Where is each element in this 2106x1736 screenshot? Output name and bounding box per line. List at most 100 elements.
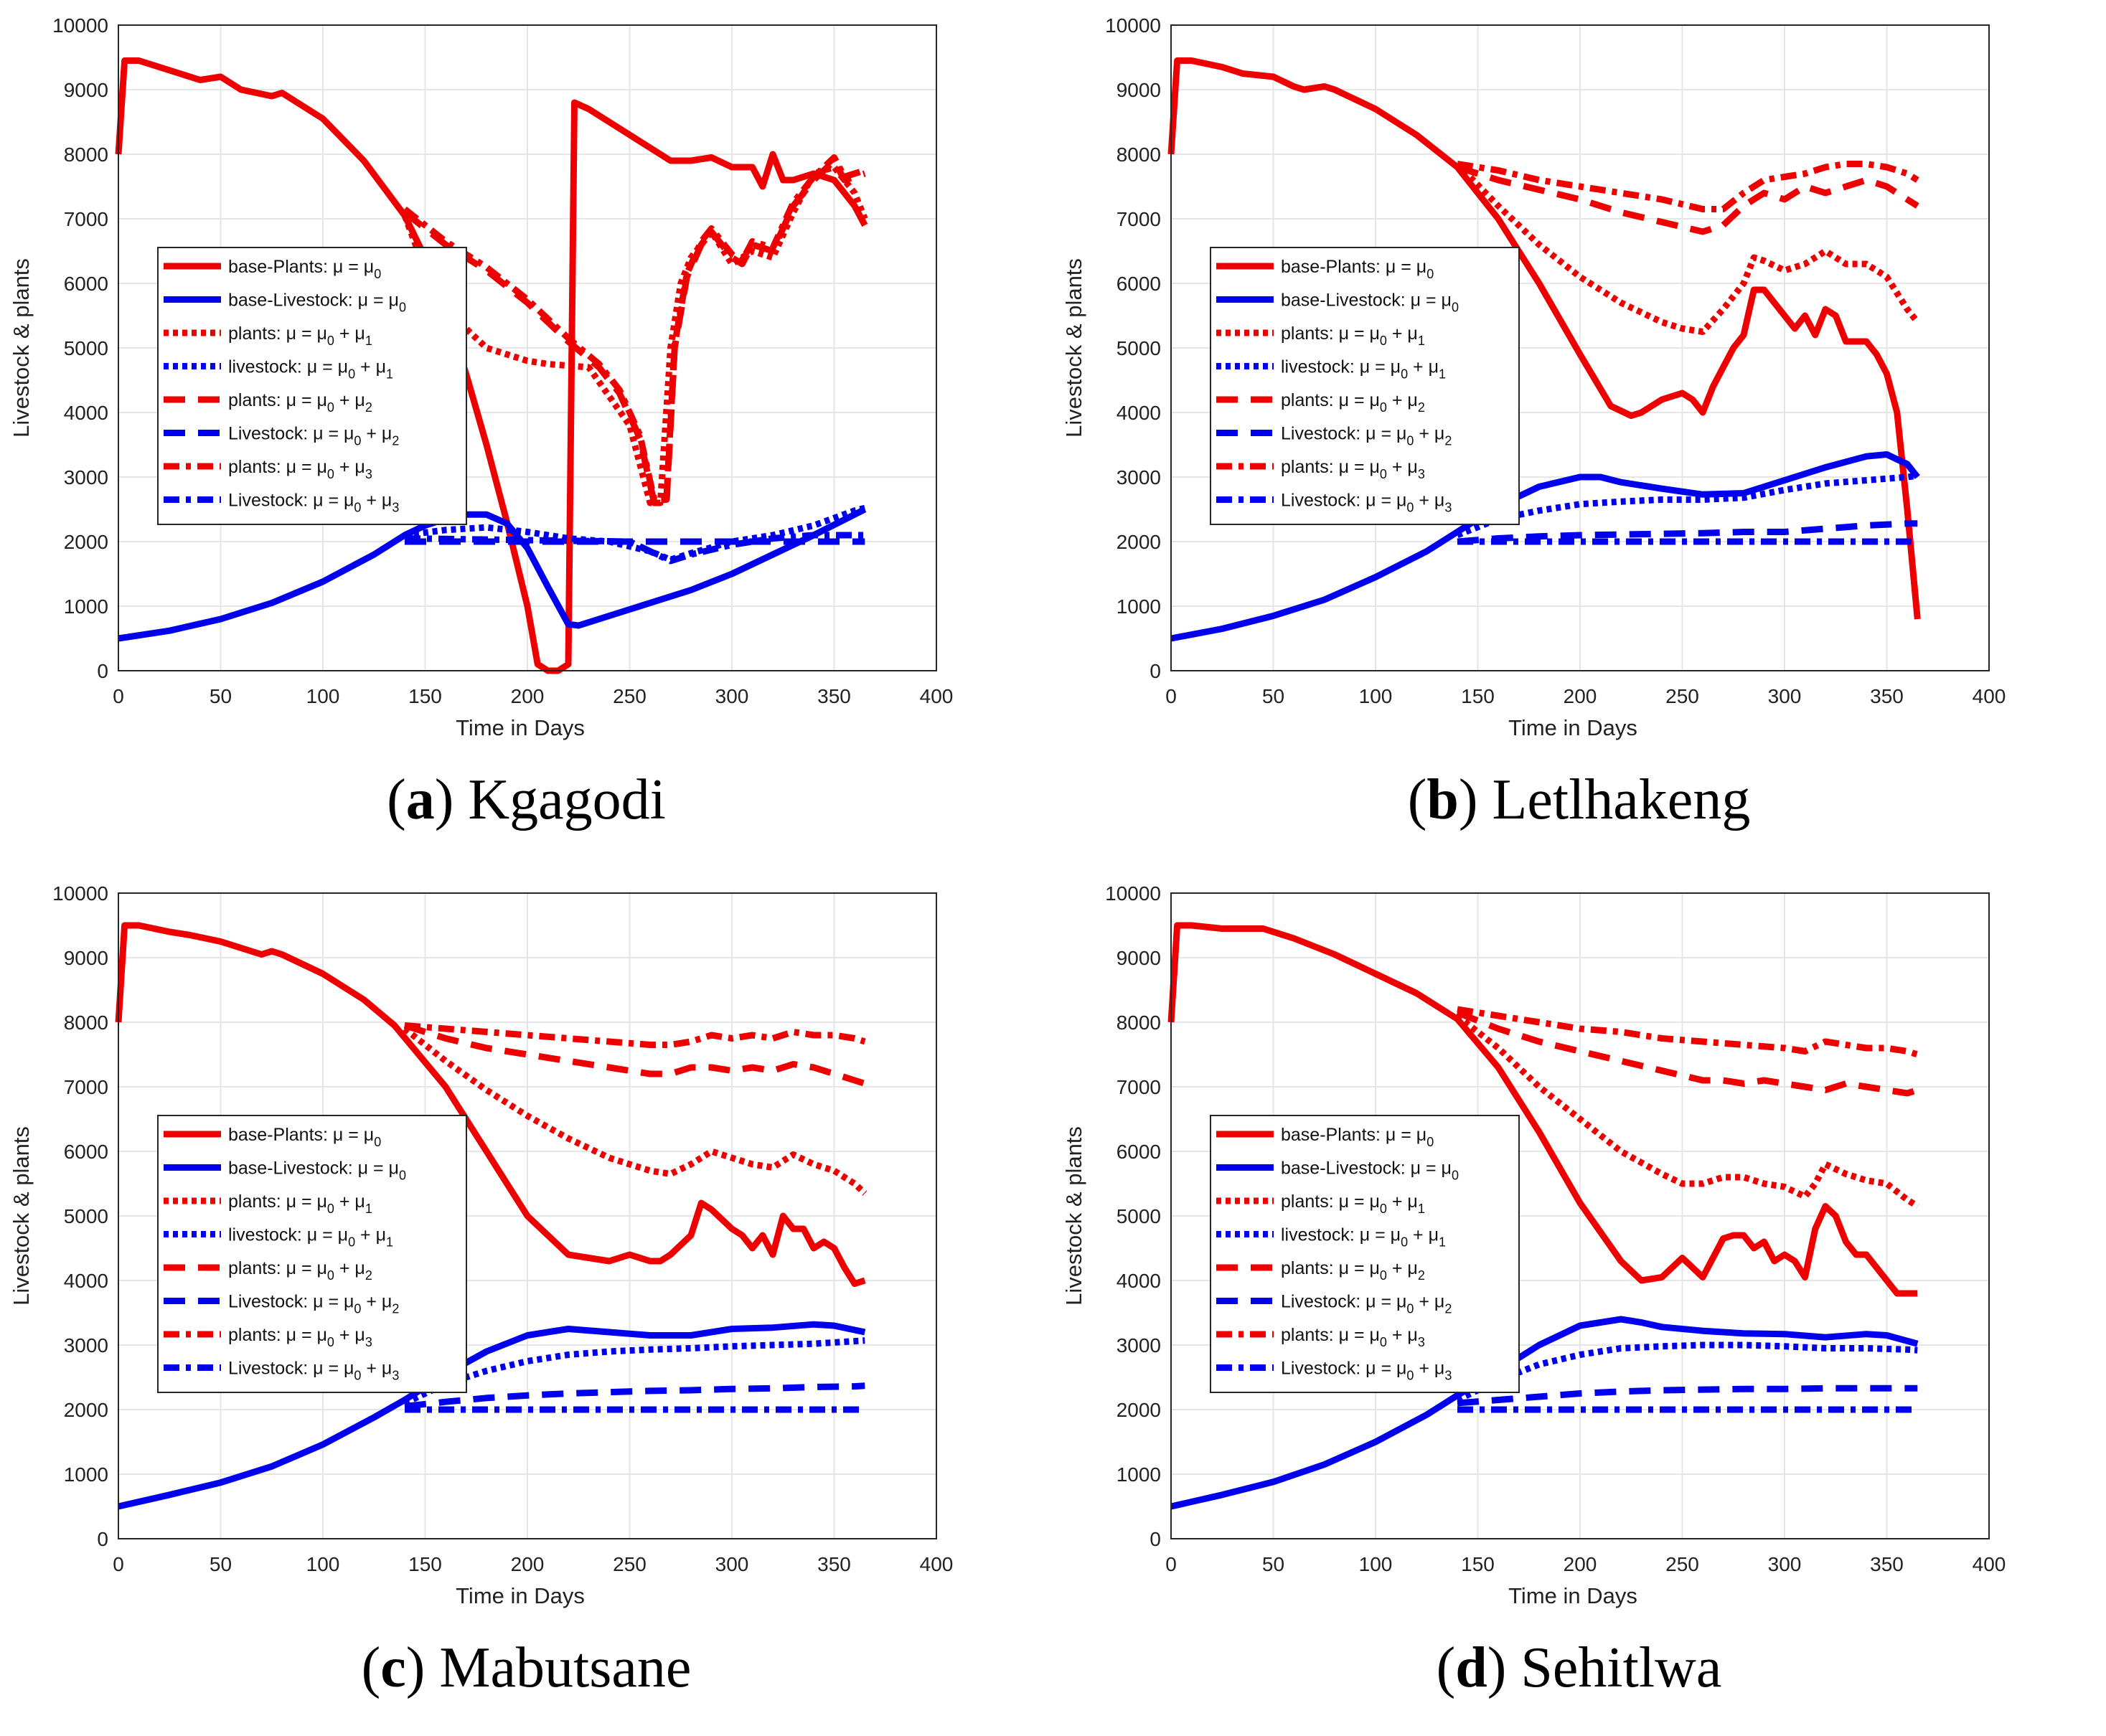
- legend-box: [1210, 247, 1520, 525]
- legend-subscript: 0: [1380, 1335, 1387, 1349]
- legend-subscript: 0: [1406, 434, 1414, 448]
- x-tick-label: 400: [920, 685, 954, 707]
- y-tick-label: 3000: [1117, 466, 1161, 489]
- legend-text: Livestock: μ = μ: [1281, 1292, 1406, 1312]
- legend-text: livestock: μ = μ: [1281, 357, 1401, 377]
- y-tick-label: 0: [1150, 660, 1161, 682]
- series-line-7: [1457, 1006, 1919, 1058]
- legend-box: [1210, 1115, 1520, 1393]
- y-tick-label: 9000: [64, 947, 108, 969]
- legend-subscript: 0: [354, 434, 361, 448]
- axes-box: [118, 892, 937, 1539]
- legend-text-extra: + μ: [334, 324, 365, 344]
- legend-text-extra: + μ: [1414, 424, 1444, 444]
- legend-text-extra: + μ: [1408, 1225, 1439, 1245]
- y-tick-label: 6000: [64, 1141, 108, 1163]
- series-line-5: [403, 1022, 866, 1087]
- legend-text: base-Livestock: μ = μ: [228, 291, 399, 311]
- legend-subscript-extra: 3: [392, 501, 399, 515]
- legend-subscript: 0: [1401, 1235, 1408, 1250]
- legend-subscript: 0: [327, 1202, 334, 1216]
- x-tick-label: 150: [1461, 685, 1495, 707]
- legend-text-extra: + μ: [1387, 1325, 1418, 1345]
- series-line-4: [403, 1337, 865, 1407]
- legend-text-extra: + μ: [334, 1192, 365, 1212]
- x-tick-label: 100: [306, 1553, 340, 1575]
- legend-subscript: 0: [1406, 501, 1414, 515]
- x-tick-label: 250: [1665, 685, 1699, 707]
- legend-subscript: 0: [348, 1235, 355, 1250]
- legend-subscript: 0: [327, 1335, 334, 1349]
- legend-subscript: 0: [1380, 467, 1387, 481]
- legend-subscript-extra: 3: [365, 467, 372, 481]
- x-tick-label: 0: [113, 1553, 124, 1575]
- legend-text: base-Livestock: μ = μ: [1281, 1159, 1452, 1179]
- axes-box: [1170, 892, 1990, 1539]
- legend-label-8: Livestock: μ = μ0 + μ3: [228, 1359, 399, 1383]
- legend-text-extra: + μ: [361, 1292, 392, 1312]
- legend-subscript-extra: 3: [1418, 1335, 1425, 1349]
- x-tick-label: 100: [1359, 1553, 1393, 1575]
- x-tick-label: 150: [408, 685, 442, 707]
- legend-subscript-extra: 3: [392, 1369, 399, 1383]
- x-tick-label: 250: [613, 1553, 647, 1575]
- x-tick-label: 400: [1973, 1553, 2006, 1575]
- legend-subscript: 0: [354, 1369, 361, 1383]
- x-tick-label: 0: [1165, 685, 1177, 707]
- x-tick-label: 300: [715, 1553, 749, 1575]
- legend-label-2: base-Livestock: μ = μ0: [228, 291, 406, 315]
- legend-text-extra: + μ: [334, 1258, 365, 1278]
- caption-b: (b) Letlhakeng: [1407, 768, 1751, 831]
- legend-text: livestock: μ = μ: [228, 357, 348, 377]
- y-tick-label: 0: [97, 1528, 108, 1550]
- series-line-3: [403, 1026, 868, 1196]
- y-tick-label: 6000: [1117, 273, 1161, 295]
- y-axis-label: Livestock & plants: [9, 1126, 34, 1306]
- series-group: [1167, 922, 1919, 1510]
- legend-label-2: base-Livestock: μ = μ0: [228, 1159, 406, 1183]
- y-axis-label: Livestock & plants: [9, 258, 34, 438]
- legend-text-extra: + μ: [334, 1325, 365, 1345]
- legend-subscript: 0: [327, 1268, 334, 1283]
- legend-subscript-extra: 2: [392, 1302, 399, 1316]
- x-tick-label: 400: [920, 1553, 954, 1575]
- legend-label-6: Livestock: μ = μ0 + μ2: [1281, 1292, 1452, 1316]
- legend-text-extra: + μ: [1414, 1292, 1444, 1312]
- legend-subscript-extra: 2: [365, 400, 372, 415]
- y-tick-label: 8000: [64, 143, 108, 166]
- x-tick-label: 50: [210, 685, 232, 707]
- chart-b: 0 50 100 150 200 250 300 350 4000100020003000400…: [1061, 14, 2006, 740]
- legend-subscript-extra: 1: [1418, 334, 1425, 348]
- legend-subscript: 0: [374, 267, 381, 281]
- series-line-1: [115, 922, 866, 1287]
- legend-label-8: Livestock: μ = μ0 + μ3: [1281, 491, 1452, 515]
- caption-a: (a) Kgagodi: [387, 768, 666, 831]
- legend-text: livestock: μ = μ: [1281, 1225, 1401, 1245]
- legend-text: plants: μ = μ: [1281, 1258, 1380, 1278]
- legend-subscript-extra: 1: [1439, 1235, 1446, 1250]
- y-tick-label: 10000: [52, 882, 108, 905]
- y-tick-label: 8000: [1117, 1011, 1161, 1034]
- series-line-3: [401, 164, 868, 506]
- legend-label-1: base-Plants: μ = μ0: [1281, 257, 1434, 281]
- legend-label-3: plants: μ = μ0 + μ1: [1281, 324, 1425, 348]
- legend-text-extra: + μ: [1387, 1192, 1418, 1212]
- legend-text: Livestock: μ = μ: [1281, 424, 1406, 444]
- y-tick-label: 3000: [64, 1334, 108, 1357]
- y-tick-label: 4000: [1117, 402, 1161, 424]
- legend-subscript: 0: [327, 467, 334, 481]
- x-axis-label: Time in Days: [456, 1583, 585, 1608]
- legend-text-extra: + μ: [361, 491, 392, 511]
- legend-text-extra: + μ: [1387, 1258, 1418, 1278]
- legend-subscript: 0: [1406, 1369, 1414, 1383]
- legend-text-extra: + μ: [1414, 1359, 1444, 1379]
- legend-subscript-extra: 2: [365, 1268, 372, 1283]
- legend-text-extra: + μ: [334, 457, 365, 477]
- series-line-3: [1455, 1013, 1919, 1209]
- panel-a: 0 50 100 150 200 250 300 350 400 0 1000 2000 3000 400…: [0, 0, 1053, 868]
- legend-label-2: base-Livestock: μ = μ0: [1281, 1159, 1459, 1183]
- legend-subscript-extra: 1: [365, 1202, 372, 1216]
- y-tick-label: 7000: [64, 1076, 108, 1098]
- legend-subscript-extra: 2: [1444, 1302, 1452, 1316]
